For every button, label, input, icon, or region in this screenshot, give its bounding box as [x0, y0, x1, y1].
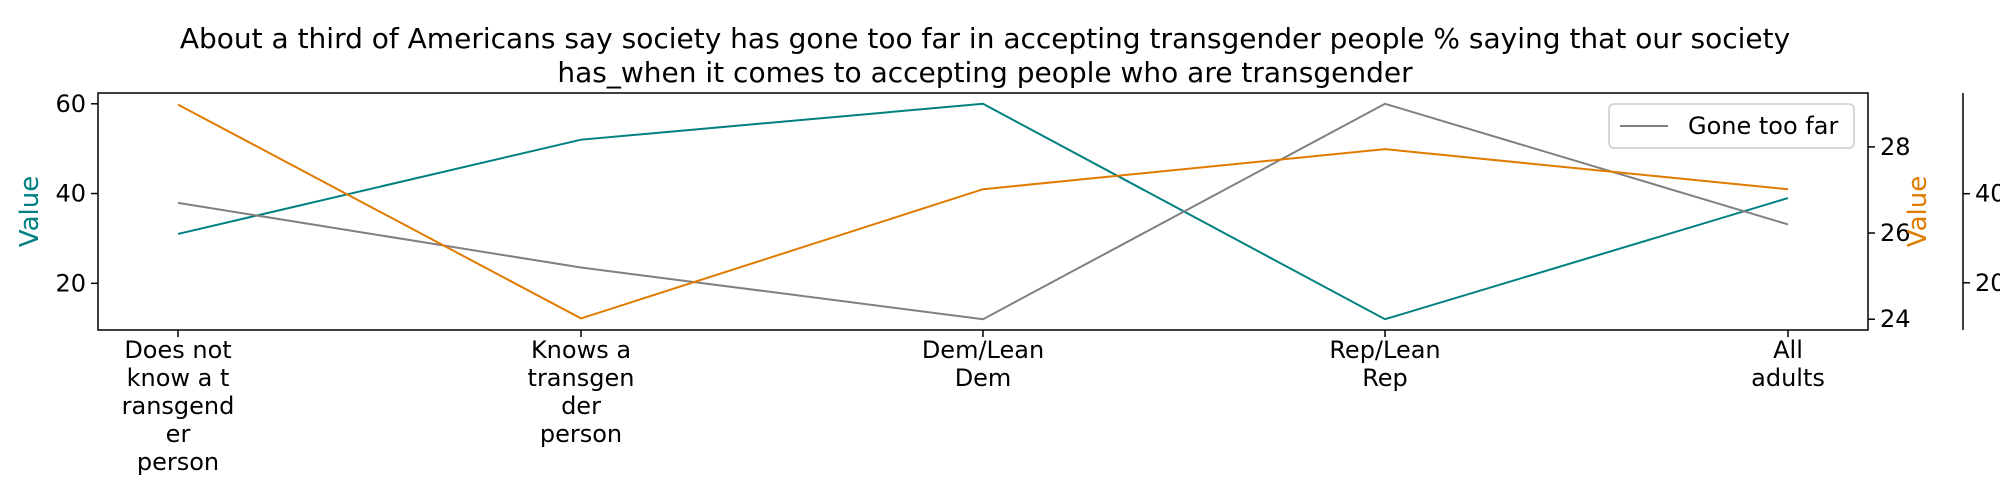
- axis-title-left: Value: [15, 176, 45, 247]
- legend-label-gone-too-far: Gone too far: [1688, 112, 1838, 140]
- series-line-right2: [177, 103, 1789, 320]
- ytick-label-left-1: 40: [55, 180, 86, 208]
- xtick-label-3-1: Rep: [1362, 364, 1408, 392]
- xtick-label-1-3: person: [540, 420, 622, 448]
- xtick-label-0-2: ransgend: [122, 392, 235, 420]
- ytick-label-right1-2: 28: [1880, 133, 1911, 161]
- ytick-label-right1-0: 24: [1880, 305, 1911, 333]
- xtick-label-4-1: adults: [1751, 364, 1825, 392]
- series-lines: [177, 102, 1789, 321]
- xtick-label-2-0: Dem/Lean: [922, 336, 1044, 364]
- xtick-label-0-3: er: [166, 420, 191, 448]
- series-line-left: [177, 102, 1789, 321]
- axes: 20 40 60 Value 24 26 28 20 40 Value: [15, 90, 2000, 337]
- ytick-label-right2-0: 20: [1975, 269, 2000, 297]
- xtick-label-4-0: All: [1773, 336, 1803, 364]
- chart-title: About a third of Americans say society h…: [180, 22, 1790, 89]
- ytick-label-right1-1: 26: [1880, 219, 1911, 247]
- legend: Gone too far: [1608, 103, 1855, 149]
- series-line-gone-too-far: [177, 102, 1789, 321]
- xtick-label-2-1: Dem: [955, 364, 1012, 392]
- plot-frame: [97, 92, 1869, 331]
- xtick-label-3-0: Rep/Lean: [1329, 336, 1440, 364]
- xtick-label-0-0: Does not: [124, 336, 231, 364]
- axis-title-right2: Value: [1903, 176, 1933, 247]
- xtick-label-0-1: know a t: [127, 364, 230, 392]
- ytick-label-left-2: 60: [55, 90, 86, 118]
- legend-box: [1608, 103, 1855, 149]
- chart-title-line-2: has_when it comes to accepting people wh…: [557, 56, 1413, 89]
- ytick-label-left-0: 20: [55, 269, 86, 297]
- xtick-label-1-1: transgen: [528, 364, 635, 392]
- ytick-label-right2-1: 40: [1975, 180, 2000, 208]
- xtick-label-1-2: der: [561, 392, 601, 420]
- chart-title-line-1: About a third of Americans say society h…: [180, 22, 1790, 55]
- xtick-label-0-4: person: [137, 448, 219, 476]
- xtick-label-1-0: Knows a: [531, 336, 631, 364]
